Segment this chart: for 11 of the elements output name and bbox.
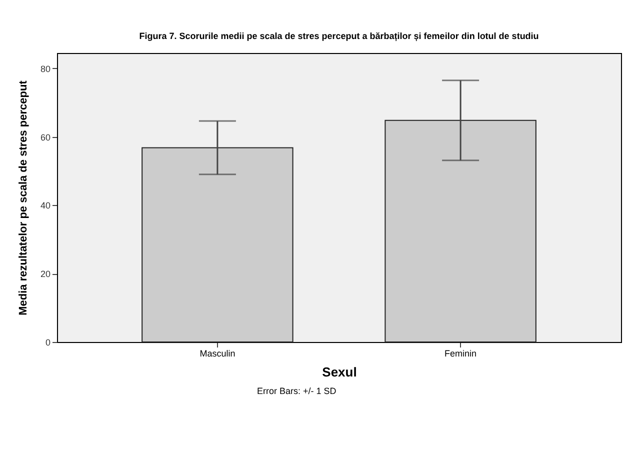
x-axis-title: Sexul (322, 364, 357, 380)
chart-title: Figura 7. Scorurile medii pe scala de stres perceput a bărbaților și femeilor din lotul de studiu (139, 31, 539, 42)
y-tick-label: 80 (40, 64, 50, 74)
x-tick-label: Feminin (444, 348, 477, 358)
y-axis-title: Media rezultatelor pe scala de stres perceput (17, 80, 30, 316)
y-tick-label: 60 (40, 132, 50, 142)
y-tick-label: 40 (40, 200, 50, 211)
y-tick-label: 0 (45, 338, 50, 348)
x-tick-label: Masculin (200, 348, 236, 358)
text: Error Bars: +/- 1 SD (257, 386, 337, 396)
y-tick-label: 20 (40, 269, 50, 280)
